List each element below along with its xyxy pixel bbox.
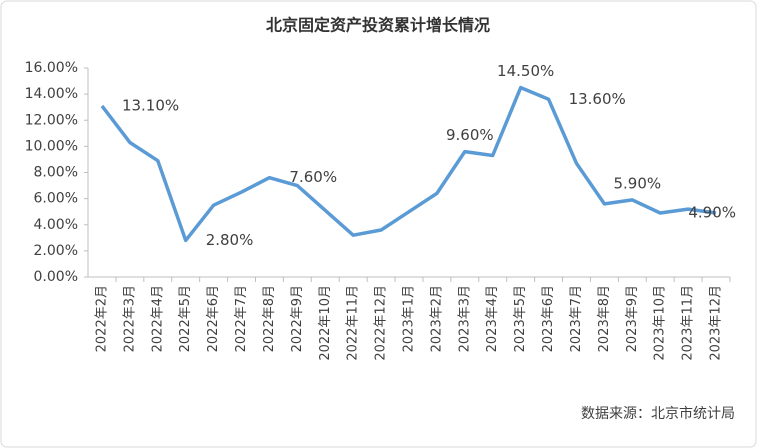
- x-tick-label: 2022年12月: [374, 285, 389, 361]
- x-tick-label: 2023年8月: [597, 285, 612, 352]
- data-label: 5.90%: [613, 174, 661, 192]
- x-tick-label: 2022年3月: [122, 285, 137, 352]
- data-label: 13.10%: [122, 96, 179, 114]
- x-tick-label: 2023年11月: [681, 285, 696, 361]
- y-tick-label: 16.00%: [25, 60, 78, 76]
- x-tick-label: 2023年9月: [625, 285, 640, 352]
- x-tick-label: 2022年9月: [290, 285, 305, 352]
- x-tick-label: 2023年1月: [402, 285, 417, 352]
- y-tick-label: 10.00%: [25, 138, 78, 154]
- data-label: 2.80%: [206, 231, 254, 249]
- x-tick-label: 2023年10月: [653, 285, 668, 361]
- x-tick-label: 2022年6月: [206, 285, 221, 352]
- x-tick-label: 2023年7月: [569, 285, 584, 352]
- data-label: 13.60%: [569, 90, 626, 108]
- y-tick-label: 0.00%: [34, 269, 78, 285]
- data-label: 4.90%: [688, 203, 736, 221]
- chart-title: 北京固定资产投资累计增长情况: [266, 16, 490, 35]
- x-tick-label: 2023年6月: [541, 285, 556, 352]
- x-tick-label: 2022年5月: [178, 285, 193, 352]
- y-tick-label: 12.00%: [25, 112, 78, 128]
- data-label: 9.60%: [446, 126, 494, 144]
- x-tick-label: 2022年4月: [150, 285, 165, 352]
- data-label: 14.50%: [497, 62, 554, 80]
- x-tick-label: 2022年2月: [94, 285, 109, 352]
- data-label: 7.60%: [289, 168, 337, 186]
- x-tick-label: 2023年4月: [485, 285, 500, 352]
- x-tick-label: 2022年11月: [346, 285, 361, 361]
- source-note: 数据来源：北京市统计局: [581, 405, 735, 422]
- x-tick-label: 2023年5月: [513, 285, 528, 352]
- x-tick-label: 2023年2月: [429, 285, 444, 352]
- y-tick-label: 8.00%: [34, 165, 78, 181]
- y-tick-label: 2.00%: [34, 243, 78, 259]
- y-tick-label: 4.00%: [34, 217, 78, 233]
- y-tick-label: 6.00%: [34, 191, 78, 207]
- x-tick-label: 2022年7月: [234, 285, 249, 352]
- x-tick-label: 2023年3月: [457, 285, 472, 352]
- x-tick-label: 2022年8月: [262, 285, 277, 352]
- series-line: [100, 85, 717, 243]
- x-tick-label: 2023年12月: [709, 285, 724, 361]
- y-tick-label: 14.00%: [25, 86, 78, 102]
- x-tick-label: 2022年10月: [318, 285, 333, 361]
